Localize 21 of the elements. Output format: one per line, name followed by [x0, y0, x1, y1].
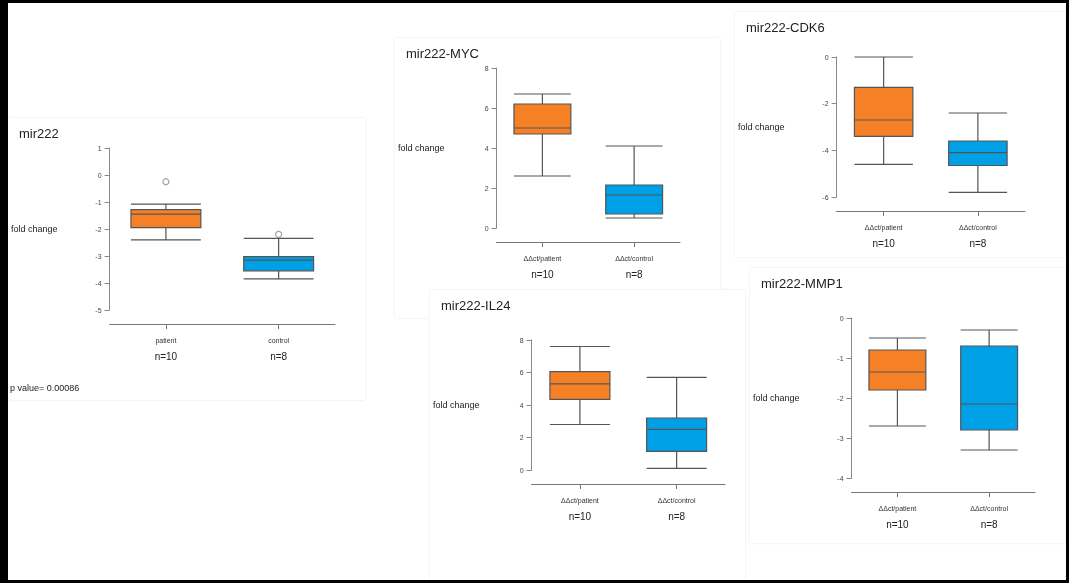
text: n=10 [872, 237, 896, 249]
y-axis-title: fold change [432, 400, 480, 410]
y-axis-title: fold change [752, 393, 800, 403]
text: n=8 [969, 237, 987, 249]
text: n=8 [625, 268, 644, 280]
y-axis-title: fold change [737, 122, 785, 132]
text: p value= 0.00086 [10, 382, 80, 393]
y-axis-title: fold change [397, 143, 445, 153]
text: n=8 [980, 518, 999, 530]
chart-title: mir222-IL24 [441, 298, 511, 313]
chart-title: mir222-MYC [406, 46, 479, 61]
y-axis-title: fold change [10, 224, 58, 234]
text: n=10 [568, 510, 592, 522]
chart-title: mir222-CDK6 [746, 20, 825, 35]
text: n=8 [270, 350, 288, 362]
chart-title: mir222-MMP1 [761, 276, 843, 291]
text: n=10 [531, 268, 555, 280]
text: n=10 [154, 350, 178, 362]
text: n=10 [886, 518, 910, 530]
text: n=8 [668, 510, 686, 522]
chart-title: mir222 [19, 126, 59, 141]
